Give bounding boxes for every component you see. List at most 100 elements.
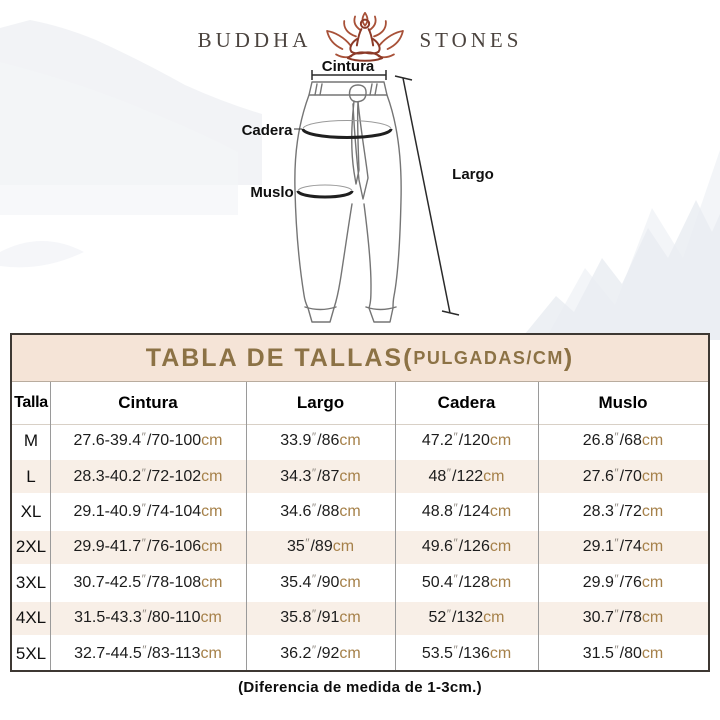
cm-value: /78 xyxy=(619,609,642,627)
inches-value: 28.3 xyxy=(582,503,614,521)
brand-name-left: BUDDHA xyxy=(197,27,312,52)
column-header-largo: Largo xyxy=(296,393,345,412)
cm-unit: cm xyxy=(339,432,361,450)
inch-mark: ″ xyxy=(141,501,146,516)
cm-value: /122 xyxy=(452,467,484,485)
inches-value: 33.9 xyxy=(280,432,312,450)
inches-value: 35.8 xyxy=(280,609,312,627)
cintura-cell: 29.1-40.9 ″/74-104 cm xyxy=(50,496,246,528)
table-body: Talla Cintura Largo Cadera Muslo M 27.6-… xyxy=(12,382,708,670)
cintura-cell: 30.7-42.5 ″/78-108 cm xyxy=(50,567,246,599)
cintura-cell: 29.9-41.7 ″/76-106 cm xyxy=(50,531,246,563)
cm-value: /72 xyxy=(619,503,642,521)
inch-mark: ″ xyxy=(311,501,317,516)
muslo-cell: 31.5 ″/80 cm xyxy=(538,638,708,670)
size-text: M xyxy=(23,431,39,451)
cm-unit: cm xyxy=(201,573,223,591)
cintura-cell: 31.5-43.3 ″/80-110 cm xyxy=(50,602,246,634)
inches-value: 36.2 xyxy=(280,644,312,662)
largo-cell: 35.8 ″/91 cm xyxy=(246,602,395,634)
table-row: L 28.3-40.2 ″/72-102 cm 34.3 ″/87 cm 48 ″/122… xyxy=(12,457,708,496)
cm-unit: cm xyxy=(489,644,512,662)
cadera-cell: 52 ″/132 cm xyxy=(395,602,538,634)
cm-unit: cm xyxy=(641,538,664,556)
cm-value: /120 xyxy=(458,432,490,450)
inches-value: 35.4 xyxy=(280,573,312,591)
brand-logo: BUDDHA STONES xyxy=(0,12,720,68)
largo-cell: 34.6 ″/88 cm xyxy=(246,496,395,528)
inch-mark: ″ xyxy=(141,430,146,445)
inch-mark: ″ xyxy=(453,571,458,586)
largo-measure-line xyxy=(394,75,460,316)
cm-value: /132 xyxy=(452,609,484,627)
inches-value: 30.7-42.5 xyxy=(73,573,142,591)
cm-value: /70 xyxy=(619,467,642,485)
inch-mark: ″ xyxy=(614,465,619,480)
column-header-muslo: Muslo xyxy=(598,393,648,412)
cm-value: /89 xyxy=(310,538,333,556)
inches-value: 26.8 xyxy=(582,432,614,450)
pants-silhouette xyxy=(293,80,402,325)
cm-value: /90 xyxy=(317,573,340,591)
label-cintura: Cintura xyxy=(322,58,375,75)
cm-unit: cm xyxy=(339,503,361,521)
size-label: 3XL xyxy=(12,567,50,599)
cm-value: /78-108 xyxy=(146,573,202,591)
inch-mark: ″ xyxy=(614,607,619,622)
cm-value: /128 xyxy=(458,573,490,591)
inch-mark: ″ xyxy=(614,642,619,657)
cm-unit: cm xyxy=(201,432,223,450)
cm-value: /88 xyxy=(317,503,340,521)
table-row: M 27.6-39.4 ″/70-100 cm 33.9 ″/86 cm 47.2 ″/1… xyxy=(12,425,708,457)
cm-value: /68 xyxy=(619,432,642,450)
cm-value: /87 xyxy=(317,467,340,485)
cm-unit: cm xyxy=(641,467,664,485)
inch-mark: ″ xyxy=(311,571,317,586)
column-header-cintura: Cintura xyxy=(118,393,178,412)
inch-mark: ″ xyxy=(453,430,458,445)
cm-unit: cm xyxy=(489,432,512,450)
inch-mark: ″ xyxy=(614,501,619,516)
largo-cell: 35 ″/89 cm xyxy=(246,531,395,563)
inches-value: 29.9-41.7 xyxy=(73,538,142,556)
cadera-cell: 49.6 ″/126 cm xyxy=(395,531,538,563)
table-row: XL 29.1-40.9 ″/74-104 cm 34.6 ″/88 cm 48.8 ″ /… xyxy=(12,496,708,528)
cm-unit: cm xyxy=(483,467,505,485)
size-text: 4XL xyxy=(15,608,47,628)
measurement-tolerance-note: (Diferencia de medida de 1-3cm.) xyxy=(238,679,482,696)
inches-value: 30.7 xyxy=(582,609,614,627)
inches-value: 31.5 xyxy=(582,644,614,662)
pants-outline xyxy=(294,81,402,323)
largo-cell: 36.2 ″/92 cm xyxy=(246,638,395,670)
inch-mark: ″ xyxy=(453,536,458,551)
inch-mark: ″ xyxy=(142,642,147,657)
cm-unit: cm xyxy=(483,609,505,627)
cm-unit: cm xyxy=(489,503,512,521)
cm-unit: cm xyxy=(201,503,223,521)
cm-unit: cm xyxy=(339,467,361,485)
inches-value: 49.6 xyxy=(421,538,453,556)
cm-value: /83-113 xyxy=(147,644,201,662)
cm-value: /74-104 xyxy=(146,503,202,521)
inch-mark: ″ xyxy=(311,430,317,445)
cadera-cell: 48.8 ″/124 cm xyxy=(395,496,538,528)
cm-unit: cm xyxy=(201,538,223,556)
cm-value: /86 xyxy=(317,432,340,450)
inch-mark: ″ xyxy=(311,465,317,480)
cm-value: /80-110 xyxy=(147,609,201,627)
size-label: L xyxy=(12,460,50,492)
inches-value: 52 xyxy=(428,609,447,627)
cm-unit: cm xyxy=(339,644,361,662)
cm-unit: cm xyxy=(641,432,664,450)
brand-name-right: STONES xyxy=(419,27,523,52)
inches-value: 48 xyxy=(428,467,447,485)
inch-mark: ″ xyxy=(614,536,619,551)
muslo-cell: 29.1 ″/74 cm xyxy=(538,531,708,563)
label-cadera: Cadera xyxy=(242,122,294,139)
largo-cell: 35.4 ″/90 cm xyxy=(246,567,395,599)
cm-unit: cm xyxy=(332,538,355,556)
largo-cell: 34.3 ″/87 cm xyxy=(246,460,395,492)
cm-value: /80 xyxy=(619,644,642,662)
cm-unit: cm xyxy=(200,644,222,662)
size-text: 5XL xyxy=(15,643,47,663)
